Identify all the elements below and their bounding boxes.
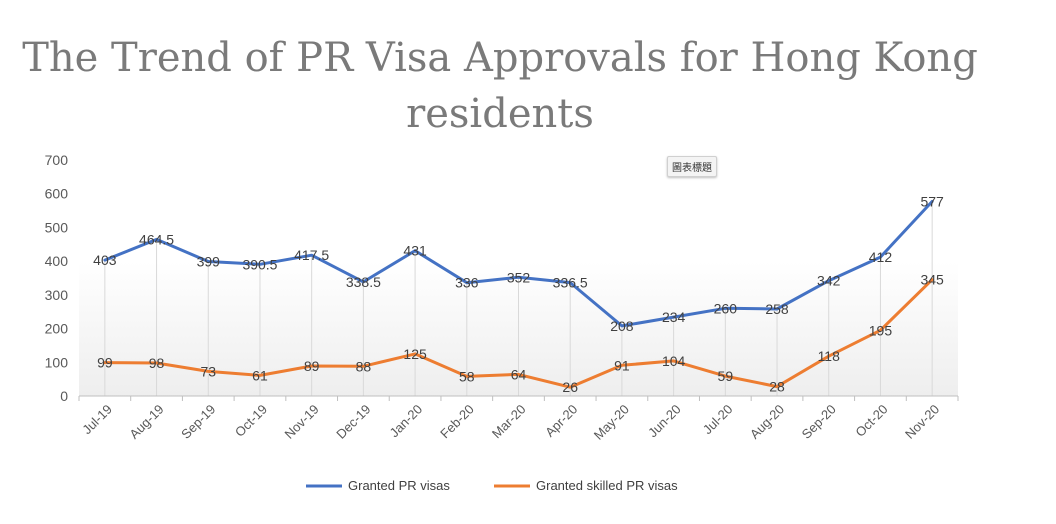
data-label: 390.5 (242, 256, 277, 272)
data-label: 73 (200, 363, 216, 379)
data-label: 260 (714, 300, 738, 316)
x-tick-label: Jul-20 (700, 402, 736, 438)
data-label: 98 (149, 355, 165, 371)
x-tick-label: Oct-20 (852, 402, 890, 440)
data-label: 58 (459, 368, 475, 384)
data-label: 338.5 (346, 274, 381, 290)
data-label: 336.5 (553, 275, 588, 291)
data-label: 403 (93, 252, 117, 268)
data-label: 28 (769, 379, 785, 395)
x-tick-label: Jan-20 (386, 402, 425, 441)
y-tick-label: 200 (45, 321, 69, 337)
x-tick-label: Aug-19 (126, 402, 166, 442)
y-tick-label: 500 (45, 219, 69, 235)
chart-title: The Trend of PR Visa Approvals for Hong … (22, 35, 978, 137)
x-tick-label: Dec-19 (333, 402, 373, 442)
x-tick-label: Mar-20 (489, 402, 529, 442)
data-label: 195 (869, 322, 893, 338)
data-label: 577 (920, 193, 944, 209)
x-tick-label: Nov-20 (902, 402, 942, 442)
y-tick-label: 300 (45, 287, 69, 303)
data-label: 345 (920, 272, 944, 288)
data-label: 88 (356, 358, 372, 374)
x-tick-label: Nov-19 (282, 402, 322, 442)
x-tick-label: Sep-20 (799, 402, 839, 442)
y-tick-label: 600 (45, 186, 69, 202)
data-label: 61 (252, 367, 268, 383)
chart-title-tag: 圖表標題 (667, 156, 717, 177)
data-label: 412 (869, 249, 893, 265)
legend-label-1: Granted PR visas (348, 478, 450, 493)
data-label: 234 (662, 309, 686, 325)
data-label: 26 (562, 379, 578, 395)
y-tick-label: 100 (45, 354, 69, 370)
data-label: 208 (610, 318, 634, 334)
data-label: 342 (817, 273, 841, 289)
data-label: 118 (818, 348, 841, 364)
x-tick-label: Sep-19 (178, 402, 218, 442)
data-label: 352 (507, 269, 531, 285)
x-tick-label: May-20 (591, 402, 632, 443)
data-label: 59 (718, 368, 734, 384)
data-label: 464.5 (139, 231, 174, 247)
x-tick-label: Jul-19 (79, 402, 115, 438)
data-label: 417.5 (294, 247, 329, 263)
data-label: 99 (97, 355, 113, 371)
data-label: 64 (511, 366, 527, 382)
x-tick-label: Oct-19 (232, 402, 270, 440)
data-label: 89 (304, 358, 320, 374)
x-tick-label: Feb-20 (437, 402, 477, 442)
y-tick-label: 400 (45, 253, 69, 269)
data-label: 104 (662, 353, 686, 369)
x-tick-label: Aug-20 (747, 402, 787, 442)
legend-label-2: Granted skilled PR visas (536, 478, 678, 493)
data-label: 91 (614, 357, 630, 373)
y-tick-label: 0 (60, 388, 68, 404)
data-label: 431 (403, 243, 427, 259)
x-tick-label: Apr-20 (542, 402, 580, 440)
data-label: 125 (403, 346, 427, 362)
y-tick-label: 700 (45, 152, 69, 168)
data-label: 336 (455, 275, 479, 291)
data-label: 399 (197, 253, 221, 269)
x-tick-label: Jun-20 (645, 402, 684, 441)
data-label: 258 (765, 301, 789, 317)
